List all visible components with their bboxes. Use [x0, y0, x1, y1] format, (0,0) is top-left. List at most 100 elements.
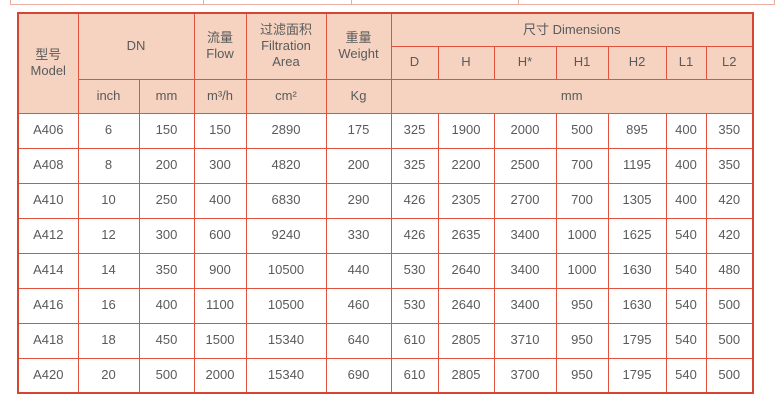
- cell-model: A408: [17, 147, 79, 184]
- cell-h-star: 3700: [493, 357, 557, 394]
- col-header-area-line3: Area: [272, 54, 300, 70]
- table-row: A412 12 300 600 9240 330 426 2635 3400 1000 1625 54…: [17, 217, 754, 254]
- cell-h: 2640: [437, 252, 495, 289]
- cell-dn-mm: 250: [138, 182, 195, 219]
- unit-dn-inch: inch: [77, 78, 140, 114]
- table-row: A410 10 250 400 6830 290 426 2305 2700 700 1305 400…: [17, 182, 754, 219]
- header-row-groups: 型号 Model DN 流量 Flow 过滤面积 Filtration Area…: [17, 12, 754, 114]
- cell-dn-mm: 150: [138, 112, 195, 149]
- specification-table: 型号 Model DN 流量 Flow 过滤面积 Filtration Area…: [17, 12, 754, 394]
- cell-l1: 540: [665, 322, 707, 359]
- cell-l2: 500: [705, 357, 754, 394]
- cell-flow: 1100: [193, 287, 247, 324]
- cell-h-star: 3400: [493, 252, 557, 289]
- cell-h2: 1795: [607, 357, 667, 394]
- cell-h2: 1795: [607, 322, 667, 359]
- col-header-h1: H1: [555, 45, 609, 80]
- cell-dn-mm: 400: [138, 287, 195, 324]
- cell-h-star: 3400: [493, 287, 557, 324]
- cell-dn-inch: 20: [77, 357, 140, 394]
- cell-model: A412: [17, 217, 79, 254]
- unit-dimensions: mm: [390, 78, 754, 114]
- cell-l1: 400: [665, 147, 707, 184]
- cell-d: 325: [390, 147, 439, 184]
- cell-flow: 1500: [193, 322, 247, 359]
- cell-weight: 440: [325, 252, 392, 289]
- col-header-filtration-area: 过滤面积 Filtration Area: [245, 12, 327, 80]
- cell-weight: 690: [325, 357, 392, 394]
- cell-filtration-area: 10500: [245, 252, 327, 289]
- cropped-table-cell: [204, 0, 352, 4]
- col-header-d: D: [390, 45, 439, 80]
- col-header-weight-en: Weight: [338, 46, 379, 62]
- col-header-model-en: Model: [30, 63, 66, 79]
- cell-h2: 895: [607, 112, 667, 149]
- cell-d: 530: [390, 252, 439, 289]
- cell-model: A420: [17, 357, 79, 394]
- cell-l2: 420: [705, 217, 754, 254]
- cell-model: A414: [17, 252, 79, 289]
- cell-weight: 175: [325, 112, 392, 149]
- cell-filtration-area: 4820: [245, 147, 327, 184]
- cell-h1: 950: [555, 357, 609, 394]
- table-body: A406 6 150 150 2890 175 325 1900 2000 500 895 400 35…: [17, 112, 754, 394]
- table-row: A414 14 350 900 10500 440 530 2640 3400 1000 1630 5…: [17, 252, 754, 289]
- cell-flow: 300: [193, 147, 247, 184]
- col-header-flow: 流量 Flow: [193, 12, 247, 80]
- cell-filtration-area: 10500: [245, 287, 327, 324]
- unit-flow: m³/h: [193, 78, 247, 114]
- header-row-dimension-subcols: D H H* H1 H2 L1 L2: [18, 45, 754, 80]
- col-header-flow-zh: 流量: [206, 30, 233, 45]
- cell-h2: 1630: [607, 287, 667, 324]
- cell-flow: 400: [193, 182, 247, 219]
- cell-l1: 540: [665, 252, 707, 289]
- cell-l1: 400: [665, 112, 707, 149]
- col-header-h2: H2: [607, 45, 667, 80]
- cell-h-star: 2700: [493, 182, 557, 219]
- table-row: A406 6 150 150 2890 175 325 1900 2000 500 895 400 35…: [17, 112, 754, 149]
- table-row: A408 8 200 300 4820 200 325 2200 2500 700 1195 400 3…: [17, 147, 754, 184]
- unit-filtration-area: cm²: [245, 78, 327, 114]
- cell-dn-inch: 12: [77, 217, 140, 254]
- cell-d: 610: [390, 357, 439, 394]
- cell-l2: 350: [705, 112, 754, 149]
- col-header-area-line2: Filtration: [261, 38, 311, 54]
- col-header-model-zh: 型号: [35, 47, 62, 62]
- col-header-h-star: H*: [493, 45, 557, 80]
- cropped-table-remnant: [10, 0, 775, 5]
- cell-d: 610: [390, 322, 439, 359]
- cell-dn-inch: 16: [77, 287, 140, 324]
- table-row: A416 16 400 1100 10500 460 530 2640 3400 950 1630 5…: [17, 287, 754, 324]
- cell-h: 2635: [437, 217, 495, 254]
- cell-l2: 420: [705, 182, 754, 219]
- cell-l1: 540: [665, 287, 707, 324]
- cell-h: 2200: [437, 147, 495, 184]
- cell-flow: 600: [193, 217, 247, 254]
- cell-dn-mm: 500: [138, 357, 195, 394]
- cell-dn-inch: 14: [77, 252, 140, 289]
- cell-h2: 1305: [607, 182, 667, 219]
- unit-dn-mm: mm: [138, 78, 195, 114]
- cell-flow: 2000: [193, 357, 247, 394]
- cell-h2: 1625: [607, 217, 667, 254]
- table-row: A418 18 450 1500 15340 640 610 2805 3710 950 1795 5…: [17, 322, 754, 359]
- col-header-area-line1: 过滤面积: [259, 21, 312, 37]
- header-row-units: inch mm m³/h cm² Kg mm: [18, 78, 754, 114]
- cell-model: A416: [17, 287, 79, 324]
- cell-h-star: 2000: [493, 112, 557, 149]
- cropped-table-cell: [352, 0, 519, 4]
- cell-flow: 150: [193, 112, 247, 149]
- cell-dn-mm: 450: [138, 322, 195, 359]
- cell-d: 325: [390, 112, 439, 149]
- cell-h-star: 3400: [493, 217, 557, 254]
- cell-h1: 500: [555, 112, 609, 149]
- cell-filtration-area: 6830: [245, 182, 327, 219]
- cell-l2: 500: [705, 322, 754, 359]
- cell-dn-inch: 6: [77, 112, 140, 149]
- cell-filtration-area: 15340: [245, 322, 327, 359]
- cell-filtration-area: 9240: [245, 217, 327, 254]
- cell-weight: 640: [325, 322, 392, 359]
- cell-h: 2640: [437, 287, 495, 324]
- col-header-flow-en: Flow: [206, 46, 234, 62]
- col-header-l1: L1: [665, 45, 707, 80]
